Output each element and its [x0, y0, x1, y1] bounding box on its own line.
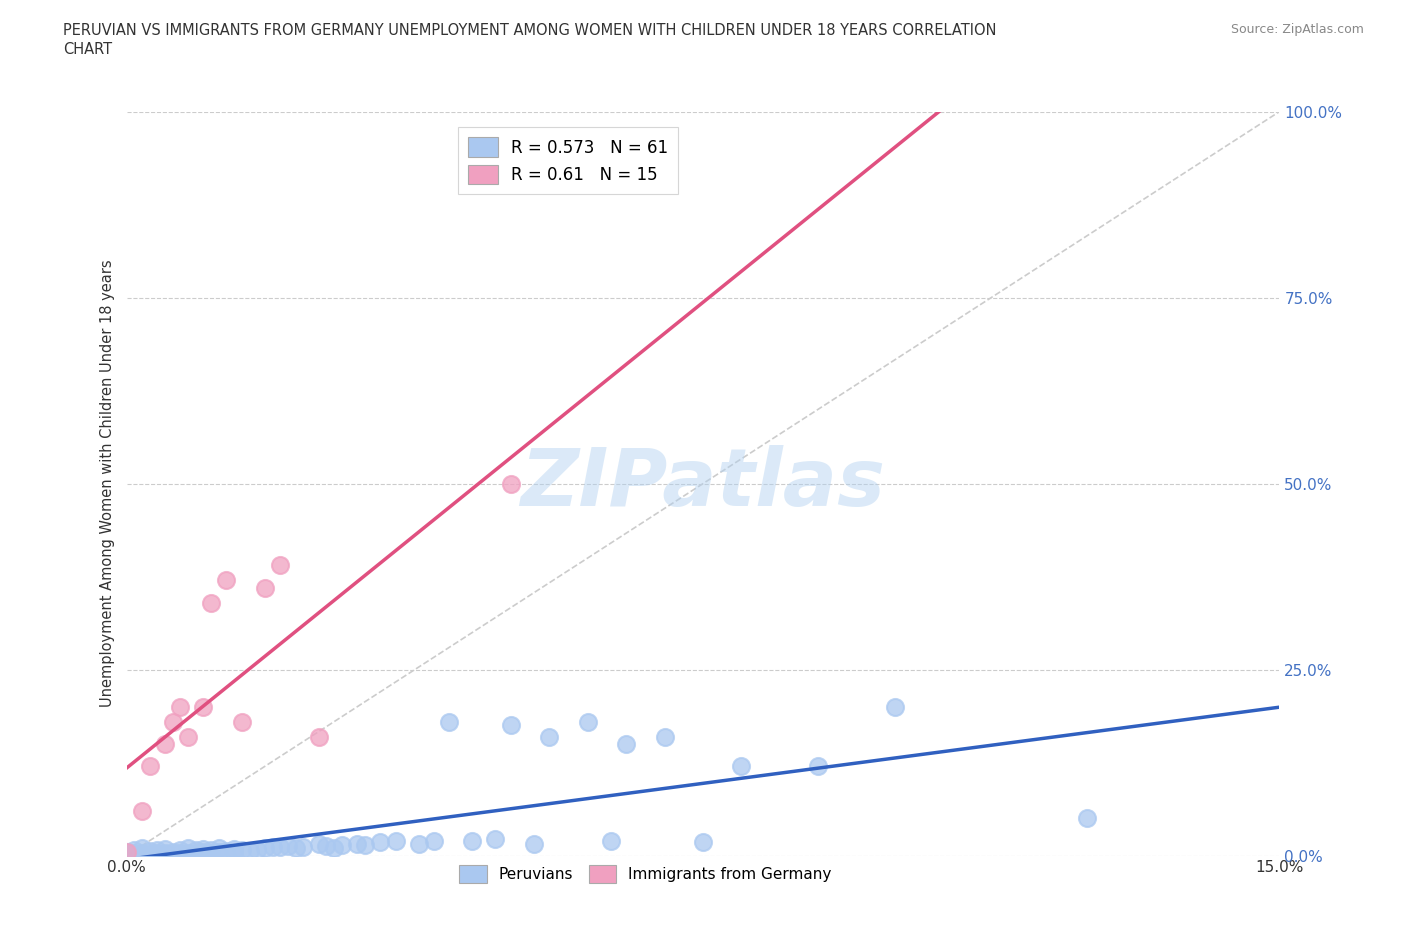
- Point: [246, 843, 269, 857]
- Point: [499, 718, 522, 733]
- Point: [193, 842, 215, 857]
- Point: [115, 844, 138, 859]
- Point: [576, 714, 599, 729]
- Point: [138, 759, 160, 774]
- Point: [200, 595, 222, 610]
- Point: [614, 737, 637, 751]
- Point: [253, 841, 276, 856]
- Point: [408, 837, 430, 852]
- Point: [292, 839, 315, 854]
- Point: [177, 841, 200, 856]
- Point: [484, 831, 506, 846]
- Point: [238, 844, 260, 858]
- Text: ZIPatlas: ZIPatlas: [520, 445, 886, 523]
- Text: CHART: CHART: [63, 42, 112, 57]
- Point: [308, 837, 330, 852]
- Point: [384, 833, 406, 848]
- Y-axis label: Unemployment Among Women with Children Under 18 years: Unemployment Among Women with Children U…: [100, 259, 115, 708]
- Point: [1076, 811, 1098, 826]
- Point: [177, 729, 200, 744]
- Point: [224, 842, 246, 857]
- Point: [523, 837, 546, 852]
- Point: [461, 833, 484, 848]
- Point: [807, 759, 830, 774]
- Point: [231, 843, 253, 857]
- Legend: Peruvians, Immigrants from Germany: Peruvians, Immigrants from Germany: [453, 859, 838, 889]
- Point: [138, 844, 160, 858]
- Point: [599, 833, 621, 848]
- Point: [215, 573, 238, 588]
- Point: [169, 843, 191, 857]
- Point: [184, 846, 207, 861]
- Point: [269, 840, 291, 855]
- Point: [353, 838, 375, 853]
- Point: [730, 759, 752, 774]
- Point: [169, 699, 191, 714]
- Text: Source: ZipAtlas.com: Source: ZipAtlas.com: [1230, 23, 1364, 36]
- Point: [131, 841, 153, 856]
- Point: [654, 729, 676, 744]
- Point: [277, 839, 299, 854]
- Point: [115, 844, 138, 859]
- Point: [499, 476, 522, 491]
- Point: [346, 836, 368, 851]
- Point: [131, 845, 153, 860]
- Point: [122, 843, 145, 857]
- Point: [315, 839, 337, 854]
- Point: [138, 846, 160, 861]
- Point: [208, 841, 231, 856]
- Point: [269, 558, 291, 573]
- Point: [692, 835, 714, 850]
- Point: [231, 714, 253, 729]
- Point: [153, 842, 176, 857]
- Point: [169, 846, 191, 861]
- Point: [153, 845, 176, 860]
- Point: [193, 844, 215, 859]
- Point: [162, 844, 184, 859]
- Point: [884, 699, 907, 714]
- Text: PERUVIAN VS IMMIGRANTS FROM GERMANY UNEMPLOYMENT AMONG WOMEN WITH CHILDREN UNDER: PERUVIAN VS IMMIGRANTS FROM GERMANY UNEM…: [63, 23, 997, 38]
- Point: [330, 838, 353, 853]
- Point: [131, 804, 153, 818]
- Point: [193, 699, 215, 714]
- Point: [308, 729, 330, 744]
- Point: [122, 846, 145, 861]
- Point: [423, 834, 446, 849]
- Point: [184, 843, 207, 857]
- Point: [162, 714, 184, 729]
- Point: [253, 580, 276, 595]
- Point: [153, 737, 176, 751]
- Point: [146, 846, 169, 861]
- Point: [146, 843, 169, 857]
- Point: [284, 841, 307, 856]
- Point: [200, 845, 222, 860]
- Point: [215, 844, 238, 858]
- Point: [262, 839, 284, 854]
- Point: [208, 844, 231, 859]
- Point: [177, 845, 200, 860]
- Point: [538, 729, 561, 744]
- Point: [323, 841, 346, 856]
- Point: [224, 845, 246, 860]
- Point: [439, 714, 461, 729]
- Point: [368, 835, 391, 850]
- Point: [200, 843, 222, 857]
